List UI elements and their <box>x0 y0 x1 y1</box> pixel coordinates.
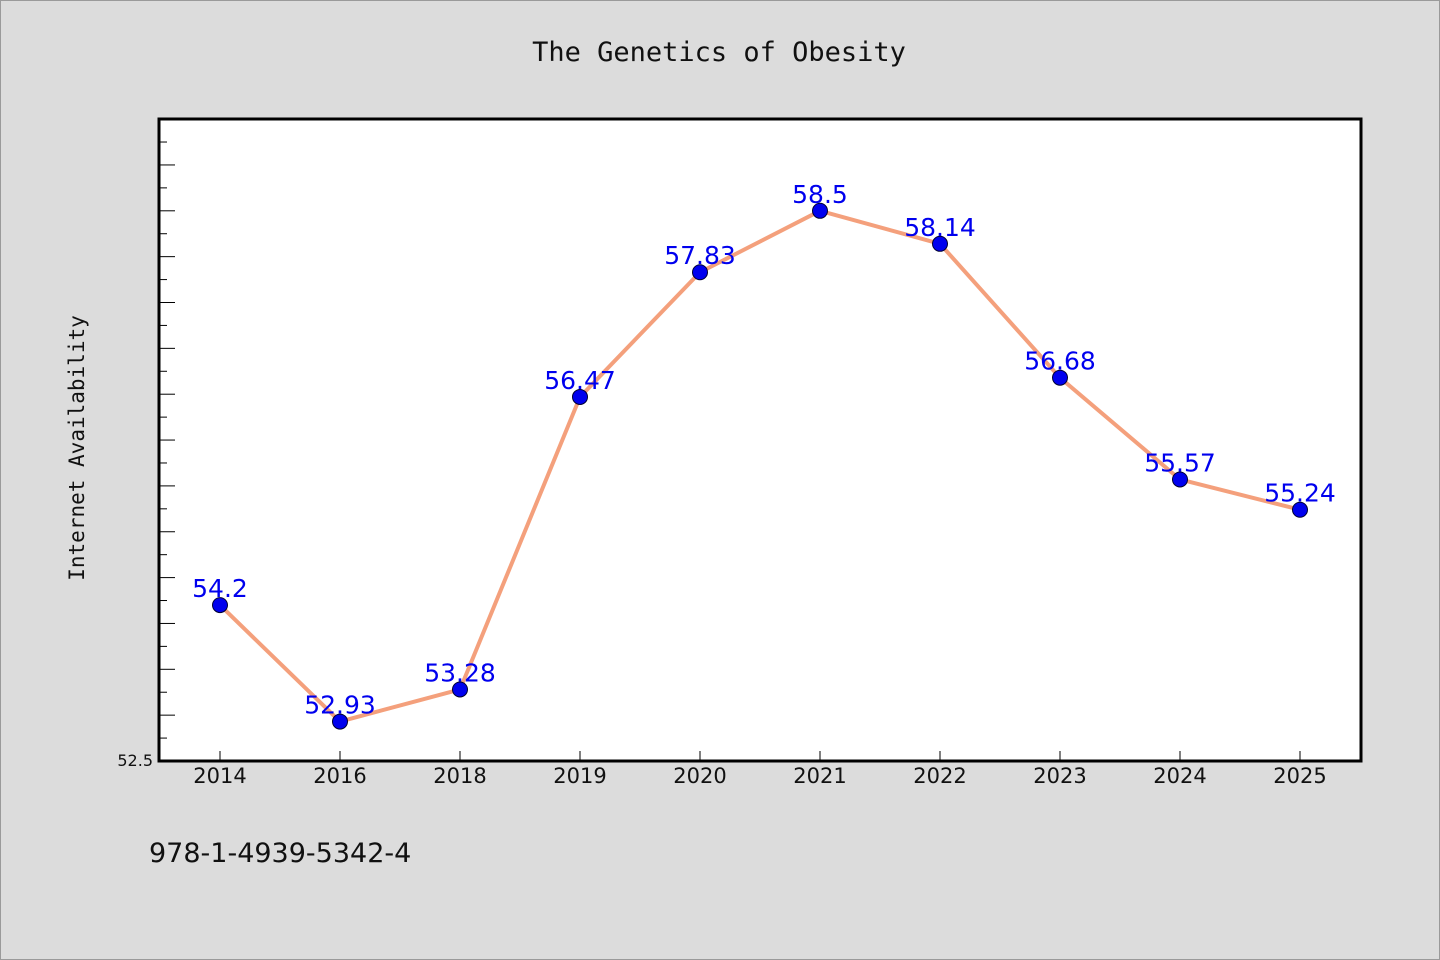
data-point-marker <box>572 388 588 405</box>
data-point-marker <box>1172 471 1188 488</box>
data-value-label: 55.57 <box>1144 448 1216 477</box>
data-point-marker <box>212 597 228 614</box>
data-point-marker <box>452 681 468 698</box>
x-tick-label: 2018 <box>433 764 486 788</box>
isbn-footer: 978-1-4939-5342-4 <box>149 838 411 869</box>
data-point-marker <box>692 264 708 281</box>
data-value-label: 52.93 <box>304 691 376 720</box>
x-tick-label: 2021 <box>793 764 846 788</box>
series-markers <box>212 202 1308 730</box>
chart-title: The Genetics of Obesity <box>532 37 906 68</box>
x-tick-label: 2014 <box>193 764 246 788</box>
data-value-label: 56.47 <box>544 366 616 395</box>
x-tick-label: 2020 <box>673 764 726 788</box>
data-point-marker <box>332 713 348 730</box>
data-value-label: 53.28 <box>424 658 496 687</box>
plot-area <box>157 117 1363 763</box>
x-tick-label: 2019 <box>553 764 606 788</box>
y-tick-label: 52.5 <box>117 751 153 770</box>
data-value-label: 58.14 <box>904 213 976 242</box>
data-value-label: 57.83 <box>664 241 736 270</box>
data-value-label: 56.68 <box>1024 347 1096 376</box>
data-point-marker <box>1052 369 1068 386</box>
x-tick-label: 2025 <box>1273 764 1326 788</box>
x-axis-ticks <box>219 751 1301 761</box>
data-value-label: 54.2 <box>192 574 248 603</box>
data-labels: 54.2 52.93 53.28 56.47 57.83 58.5 58.14 56.68 55… <box>192 180 1336 720</box>
series-line <box>218 208 1301 724</box>
x-tick-label: 2016 <box>313 764 366 788</box>
x-tick-label: 2023 <box>1033 764 1086 788</box>
x-axis-tick-labels: 2014 2016 2018 2019 2020 2021 2022 2023 2024 2025 <box>193 764 1326 788</box>
y-axis-ticks <box>159 118 175 762</box>
data-value-label: 58.5 <box>792 180 848 209</box>
data-value-label: 55.24 <box>1264 479 1336 508</box>
data-point-marker <box>812 202 828 219</box>
data-point-marker <box>932 235 948 252</box>
x-tick-label: 2024 <box>1153 764 1206 788</box>
x-tick-label: 2022 <box>913 764 966 788</box>
y-axis-label: Internet Availability <box>65 315 89 581</box>
data-point-marker <box>1292 501 1308 518</box>
